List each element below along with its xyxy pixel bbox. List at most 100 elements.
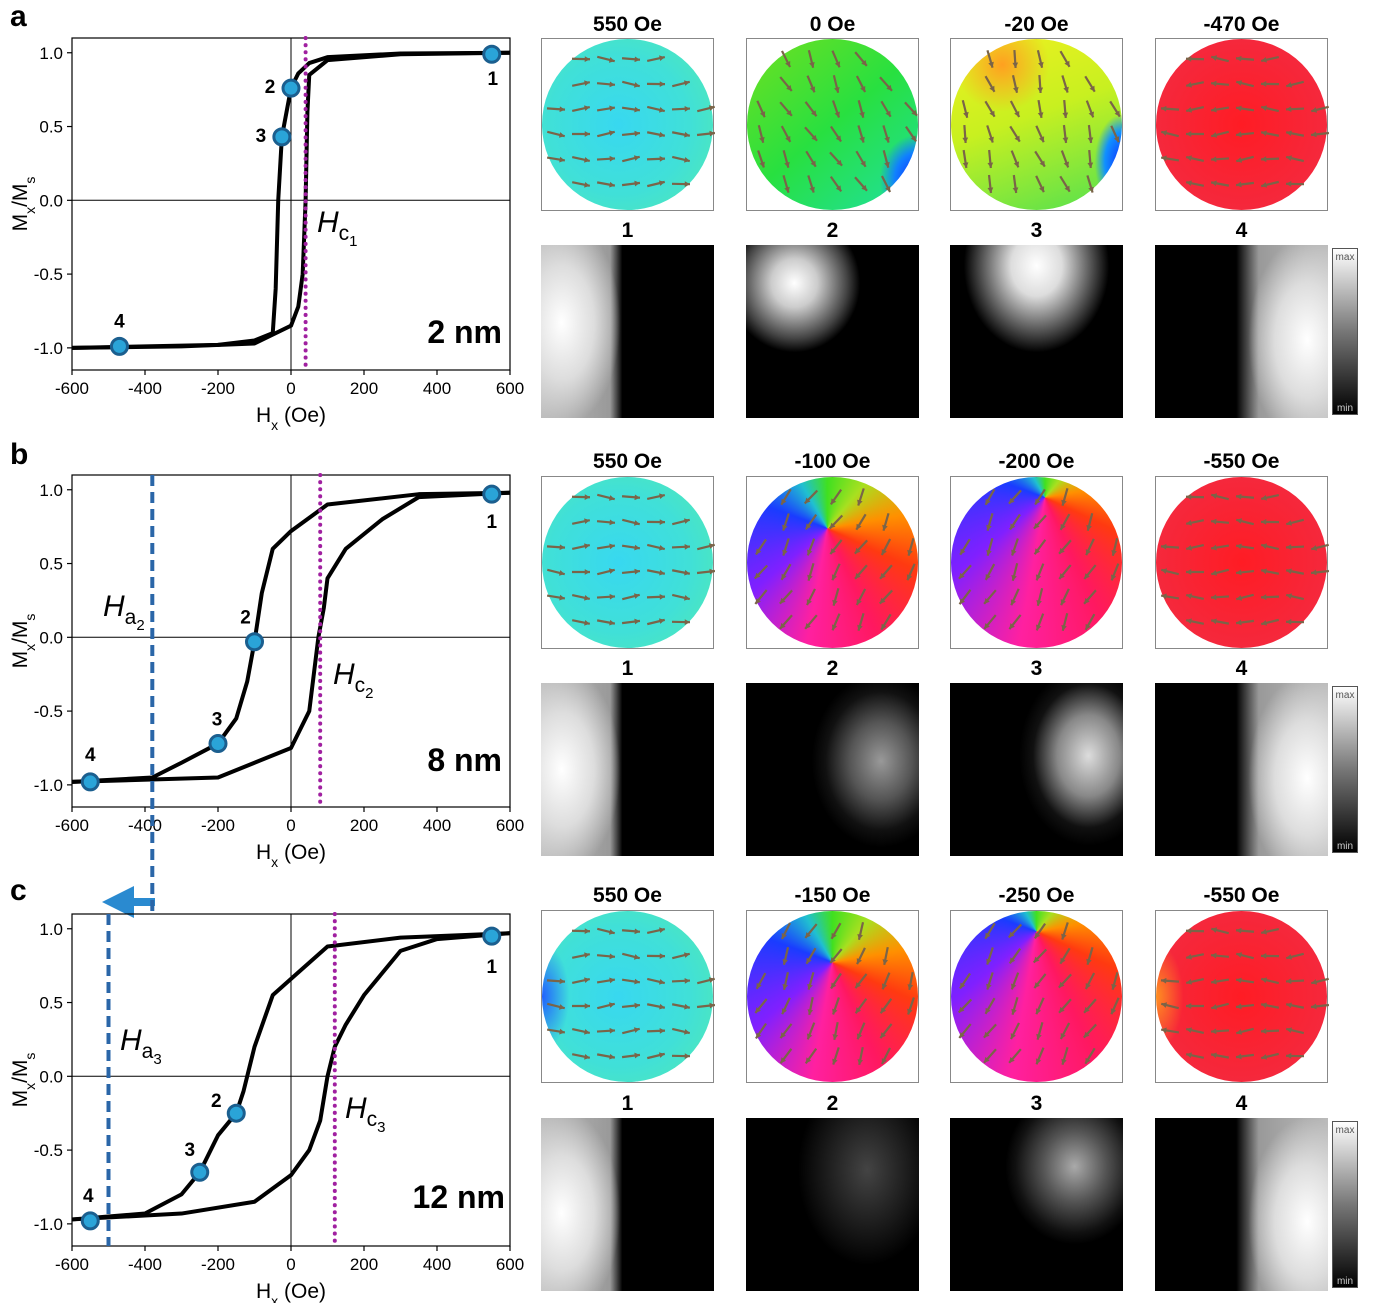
page: {"chart_data": [ {"type": "line", "panel… (0, 0, 1378, 1303)
state-number: 3 (1031, 1092, 1043, 1115)
point-label: 4 (114, 311, 125, 332)
state-number: 1 (622, 1092, 634, 1115)
x-tick-label: 0 (286, 1255, 295, 1274)
map-frame (950, 38, 1123, 211)
state-number: 2 (827, 219, 839, 242)
coercive-label-index: 1 (349, 233, 357, 250)
mfm-image (1155, 683, 1328, 856)
anisotropy-label-index: 2 (136, 617, 144, 634)
moment-arrow-head (1161, 978, 1166, 984)
thickness-label: 2 nm (427, 314, 502, 350)
moment-arrow-head (685, 619, 690, 625)
point-label: 4 (83, 1186, 94, 1207)
y-label-main2: /M (9, 184, 32, 207)
anisotropy-label: Ha3 (120, 1024, 162, 1068)
x-tick-label: -400 (128, 816, 162, 835)
y-label-main2: /M (9, 621, 32, 644)
x-tick-label: 600 (496, 379, 524, 398)
point-label: 4 (85, 745, 96, 766)
moment-arrow-head (610, 1028, 615, 1034)
field-label: 0 Oe (810, 13, 856, 36)
y-label-main: M (9, 214, 32, 232)
x-label-main: H (256, 1280, 271, 1303)
state-number: 4 (1236, 657, 1248, 680)
y-label-sub: x (22, 1083, 38, 1090)
y-tick-label: -1.0 (34, 339, 63, 358)
field-label: 550 Oe (593, 450, 662, 473)
arrow-overlay (542, 477, 715, 650)
moment-arrow-head (685, 1053, 690, 1059)
anisotropy-label-sub: a (125, 606, 137, 629)
field-point (247, 634, 263, 650)
field-label: -20 Oe (1004, 13, 1068, 36)
coercive-label: Hc1 (317, 206, 358, 250)
x-tick-label: 0 (286, 379, 295, 398)
y-tick-label: 0.5 (39, 994, 63, 1013)
moment-arrow-head (988, 187, 994, 193)
moment-arrow-head (1286, 181, 1291, 187)
moment-arrow-head (660, 81, 665, 87)
x-tick-label: -600 (55, 816, 89, 835)
mfm-image (746, 683, 919, 856)
moment-arrow-head (634, 928, 639, 934)
point-label: 1 (486, 512, 497, 533)
arrow-overlay (951, 477, 1124, 650)
map-frame (1155, 476, 1328, 649)
arrow-overlay (951, 39, 1124, 212)
moment-arrow-head (1261, 156, 1266, 162)
colorbar (1332, 1121, 1358, 1288)
x-tick-label: 200 (350, 816, 378, 835)
map-frame (746, 476, 919, 649)
panel-label: a (10, 0, 27, 33)
map-frame (541, 910, 714, 1083)
moment-arrow-head (1236, 928, 1241, 934)
x-tick-label: 400 (423, 816, 451, 835)
moment-arrow-head (634, 1003, 640, 1009)
arrow-overlay (951, 911, 1124, 1084)
coercive-label-main: H (333, 658, 355, 691)
state-number: 4 (1236, 219, 1248, 242)
moment-arrow-head (634, 569, 640, 575)
map-frame (1155, 910, 1328, 1083)
point-label: 3 (184, 1140, 195, 1161)
moment-arrow-head (1236, 132, 1242, 138)
y-tick-label: -1.0 (34, 1215, 63, 1234)
x-label-rest: (Oe) (278, 1280, 326, 1303)
x-label-sub: x (271, 417, 278, 433)
arrow-overlay (1156, 911, 1329, 1084)
y-axis-label: Mx/Ms (9, 177, 38, 232)
anisotropy-label-main: H (120, 1024, 142, 1057)
state-number: 4 (1236, 1092, 1248, 1115)
panel-label: c (10, 874, 27, 907)
mfm-image (541, 1118, 714, 1291)
field-point (228, 1105, 244, 1121)
field-label: -200 Oe (999, 450, 1075, 473)
x-tick-label: 600 (496, 816, 524, 835)
moment-arrow-head (1286, 978, 1291, 984)
x-tick-label: -200 (201, 816, 235, 835)
state-number: 3 (1031, 657, 1043, 680)
moment-arrow-head (685, 181, 690, 187)
moment-arrow-head (1186, 494, 1191, 500)
moment-arrow-head (585, 569, 590, 575)
moment-arrow-head (585, 131, 590, 137)
coercive-label-sub: c (339, 222, 350, 245)
y-label-main: M (9, 651, 32, 669)
moment-arrow-head (585, 494, 590, 500)
map-frame (950, 476, 1123, 649)
y-label-main: M (9, 1090, 32, 1108)
y-axis-label: Mx/Ms (9, 1053, 38, 1108)
map-frame (746, 910, 919, 1083)
moment-arrow-head (609, 953, 615, 959)
moment-arrow-head (1261, 594, 1266, 600)
moment-arrow-head (1087, 162, 1093, 167)
moment-arrow-head (1161, 544, 1166, 550)
coercive-label-main: H (317, 206, 339, 239)
field-point (210, 736, 226, 752)
y-tick-label: -0.5 (34, 265, 63, 284)
point-label: 1 (487, 69, 498, 90)
x-tick-label: 0 (286, 816, 295, 835)
mfm-image (950, 683, 1123, 856)
state-number: 3 (1031, 219, 1043, 242)
map-frame (950, 910, 1123, 1083)
